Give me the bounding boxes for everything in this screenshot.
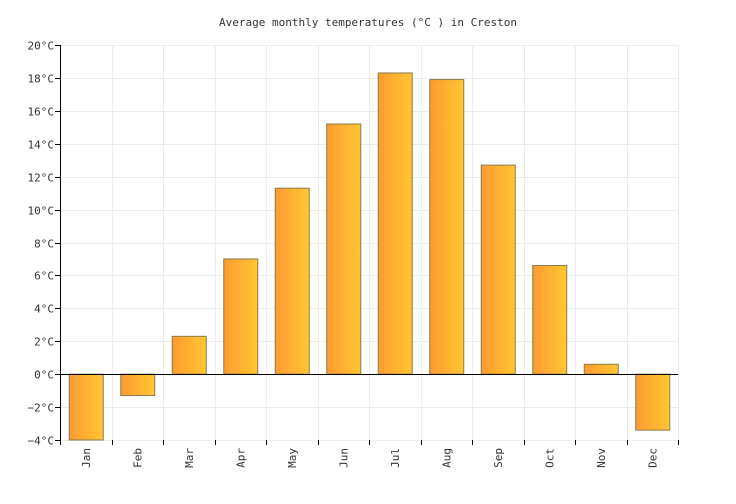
x-tick-label: Nov: [595, 448, 608, 468]
y-tick-label: 6°C: [34, 270, 54, 283]
bar-sep: [480, 164, 516, 375]
y-tick-label: 8°C: [34, 238, 54, 251]
bar-aug: [429, 79, 465, 375]
x-tick-label: Sep: [492, 448, 505, 468]
y-tick-label: 14°C: [28, 139, 55, 152]
x-tick-label: Aug: [440, 448, 453, 468]
x-tick-label: Apr: [234, 448, 247, 468]
bar-oct: [532, 265, 568, 375]
chart-title: Average monthly temperatures (°C ) in Cr…: [219, 16, 517, 29]
bar-feb: [120, 373, 156, 397]
x-tick-label: Oct: [543, 448, 556, 468]
y-tick-label: 4°C: [34, 303, 54, 316]
bar-mar: [171, 335, 207, 375]
y-tick-label: −2°C: [28, 402, 55, 415]
y-tick-label: 0°C: [34, 369, 54, 382]
x-tick-labels: Jan Feb Mar Apr May Jun Jul Aug Sep Oct Nov Dec: [80, 448, 660, 468]
x-tick-label: Dec: [646, 448, 659, 468]
x-tick-label: Jan: [80, 448, 93, 468]
y-tick-label: 20°C: [28, 40, 55, 53]
x-tick-label: Jun: [337, 448, 350, 468]
bar-jul: [377, 72, 413, 375]
bar-nov: [583, 363, 619, 375]
x-tick-label: Mar: [183, 448, 196, 468]
bar-apr: [223, 258, 259, 375]
y-tick-label: 2°C: [34, 336, 54, 349]
bar-jun: [326, 123, 362, 375]
bar-dec: [635, 373, 671, 431]
y-tick-label: 10°C: [28, 205, 55, 218]
axes: [55, 45, 679, 445]
y-tick-label: 12°C: [28, 172, 55, 185]
x-tick-label: May: [286, 448, 299, 468]
y-tick-label: −4°C: [28, 435, 55, 448]
x-tick-label: Jul: [389, 448, 402, 468]
bar-jan: [68, 373, 104, 441]
y-tick-label: 16°C: [28, 106, 55, 119]
bars: [68, 72, 671, 441]
y-tick-label: 18°C: [28, 73, 55, 86]
y-tick-labels: −4°C −2°C 0°C 2°C 4°C 6°C 8°C 10°C 12°C 14°C 16°C 1…: [28, 40, 55, 448]
bar-may: [274, 187, 310, 375]
x-tick-label: Feb: [131, 448, 144, 468]
